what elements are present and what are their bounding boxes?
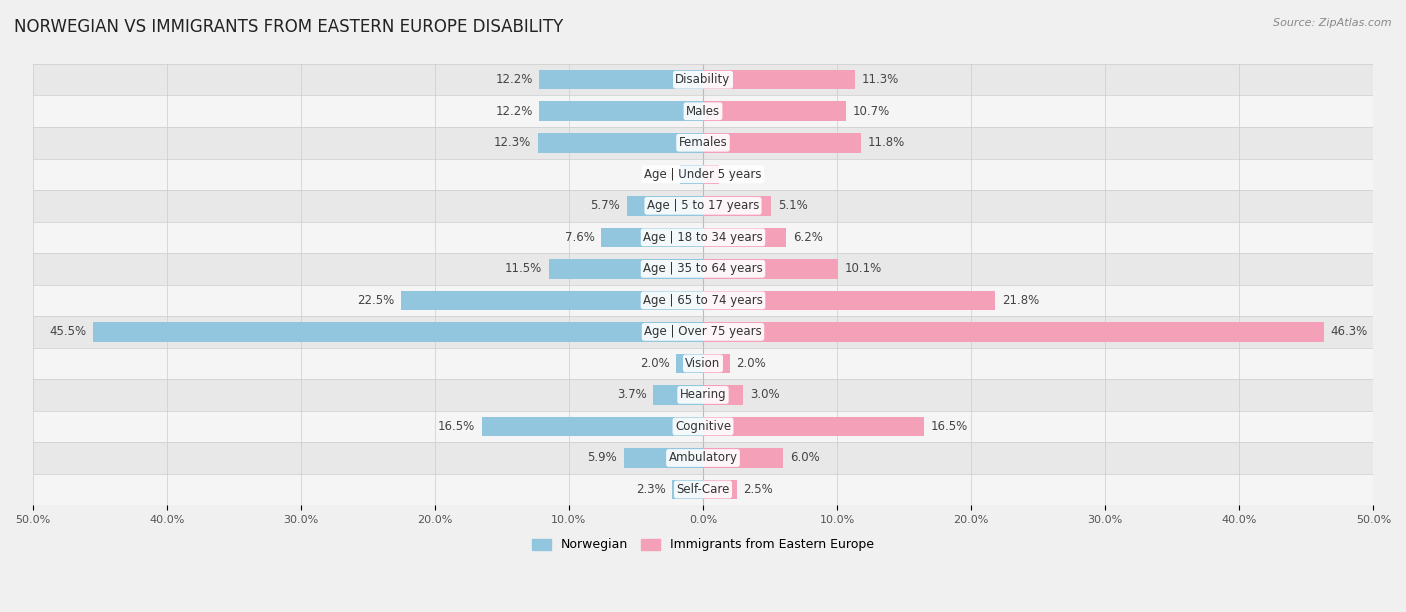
Bar	[401, 291, 703, 310]
Bar	[703, 70, 855, 89]
Text: Age | 35 to 64 years: Age | 35 to 64 years	[643, 263, 763, 275]
Bar	[540, 70, 703, 89]
Text: 5.7%: 5.7%	[591, 200, 620, 212]
Text: 21.8%: 21.8%	[1002, 294, 1039, 307]
Text: Males: Males	[686, 105, 720, 118]
Text: Vision: Vision	[685, 357, 721, 370]
Text: 11.3%: 11.3%	[862, 73, 898, 86]
Bar	[703, 417, 924, 436]
Bar	[703, 385, 744, 405]
Text: 2.3%: 2.3%	[636, 483, 665, 496]
Bar	[32, 222, 1374, 253]
Bar	[703, 165, 718, 184]
Bar	[703, 291, 995, 310]
Bar	[703, 448, 783, 468]
Text: 1.2%: 1.2%	[725, 168, 755, 181]
Text: 10.7%: 10.7%	[853, 105, 890, 118]
Bar	[703, 259, 838, 278]
Bar	[654, 385, 703, 405]
Text: 22.5%: 22.5%	[357, 294, 395, 307]
Bar	[703, 228, 786, 247]
Bar	[32, 95, 1374, 127]
Text: 46.3%: 46.3%	[1330, 326, 1368, 338]
Text: NORWEGIAN VS IMMIGRANTS FROM EASTERN EUROPE DISABILITY: NORWEGIAN VS IMMIGRANTS FROM EASTERN EUR…	[14, 18, 564, 36]
Bar	[32, 442, 1374, 474]
Bar	[32, 253, 1374, 285]
Bar	[703, 102, 846, 121]
Text: 5.1%: 5.1%	[778, 200, 808, 212]
Bar	[32, 316, 1374, 348]
Text: Age | Under 5 years: Age | Under 5 years	[644, 168, 762, 181]
Text: Cognitive: Cognitive	[675, 420, 731, 433]
Text: 16.5%: 16.5%	[437, 420, 475, 433]
Legend: Norwegian, Immigrants from Eastern Europe: Norwegian, Immigrants from Eastern Europ…	[527, 534, 879, 556]
Text: Females: Females	[679, 136, 727, 149]
Bar	[32, 411, 1374, 442]
Bar	[676, 354, 703, 373]
Text: 3.7%: 3.7%	[617, 389, 647, 401]
Text: 2.5%: 2.5%	[744, 483, 773, 496]
Bar	[703, 133, 862, 152]
Text: 7.6%: 7.6%	[565, 231, 595, 244]
Bar	[32, 64, 1374, 95]
Bar	[624, 448, 703, 468]
Text: Ambulatory: Ambulatory	[668, 452, 738, 465]
Bar	[32, 159, 1374, 190]
Bar	[627, 196, 703, 215]
Text: Age | 65 to 74 years: Age | 65 to 74 years	[643, 294, 763, 307]
Text: Hearing: Hearing	[679, 389, 727, 401]
Bar	[32, 348, 1374, 379]
Text: 11.8%: 11.8%	[868, 136, 905, 149]
Text: 6.0%: 6.0%	[790, 452, 820, 465]
Text: 11.5%: 11.5%	[505, 263, 543, 275]
Bar	[703, 480, 737, 499]
Bar	[32, 127, 1374, 159]
Bar	[538, 133, 703, 152]
Bar	[32, 379, 1374, 411]
Text: 2.0%: 2.0%	[737, 357, 766, 370]
Bar	[540, 102, 703, 121]
Text: 45.5%: 45.5%	[49, 326, 86, 338]
Bar	[32, 474, 1374, 506]
Text: 12.2%: 12.2%	[495, 105, 533, 118]
Text: 5.9%: 5.9%	[588, 452, 617, 465]
Bar	[703, 354, 730, 373]
Text: Age | 18 to 34 years: Age | 18 to 34 years	[643, 231, 763, 244]
Text: 1.7%: 1.7%	[644, 168, 673, 181]
Bar	[32, 285, 1374, 316]
Text: Age | 5 to 17 years: Age | 5 to 17 years	[647, 200, 759, 212]
Text: Self-Care: Self-Care	[676, 483, 730, 496]
Text: 16.5%: 16.5%	[931, 420, 969, 433]
Text: Age | Over 75 years: Age | Over 75 years	[644, 326, 762, 338]
Bar	[681, 165, 703, 184]
Bar	[703, 196, 772, 215]
Text: Source: ZipAtlas.com: Source: ZipAtlas.com	[1274, 18, 1392, 28]
Bar	[482, 417, 703, 436]
Text: 2.0%: 2.0%	[640, 357, 669, 370]
Bar	[93, 322, 703, 341]
Bar	[672, 480, 703, 499]
Bar	[32, 190, 1374, 222]
Text: 3.0%: 3.0%	[749, 389, 779, 401]
Text: 6.2%: 6.2%	[793, 231, 823, 244]
Bar	[602, 228, 703, 247]
Text: 12.2%: 12.2%	[495, 73, 533, 86]
Text: 10.1%: 10.1%	[845, 263, 883, 275]
Bar	[703, 322, 1324, 341]
Bar	[548, 259, 703, 278]
Text: Disability: Disability	[675, 73, 731, 86]
Text: 12.3%: 12.3%	[494, 136, 531, 149]
